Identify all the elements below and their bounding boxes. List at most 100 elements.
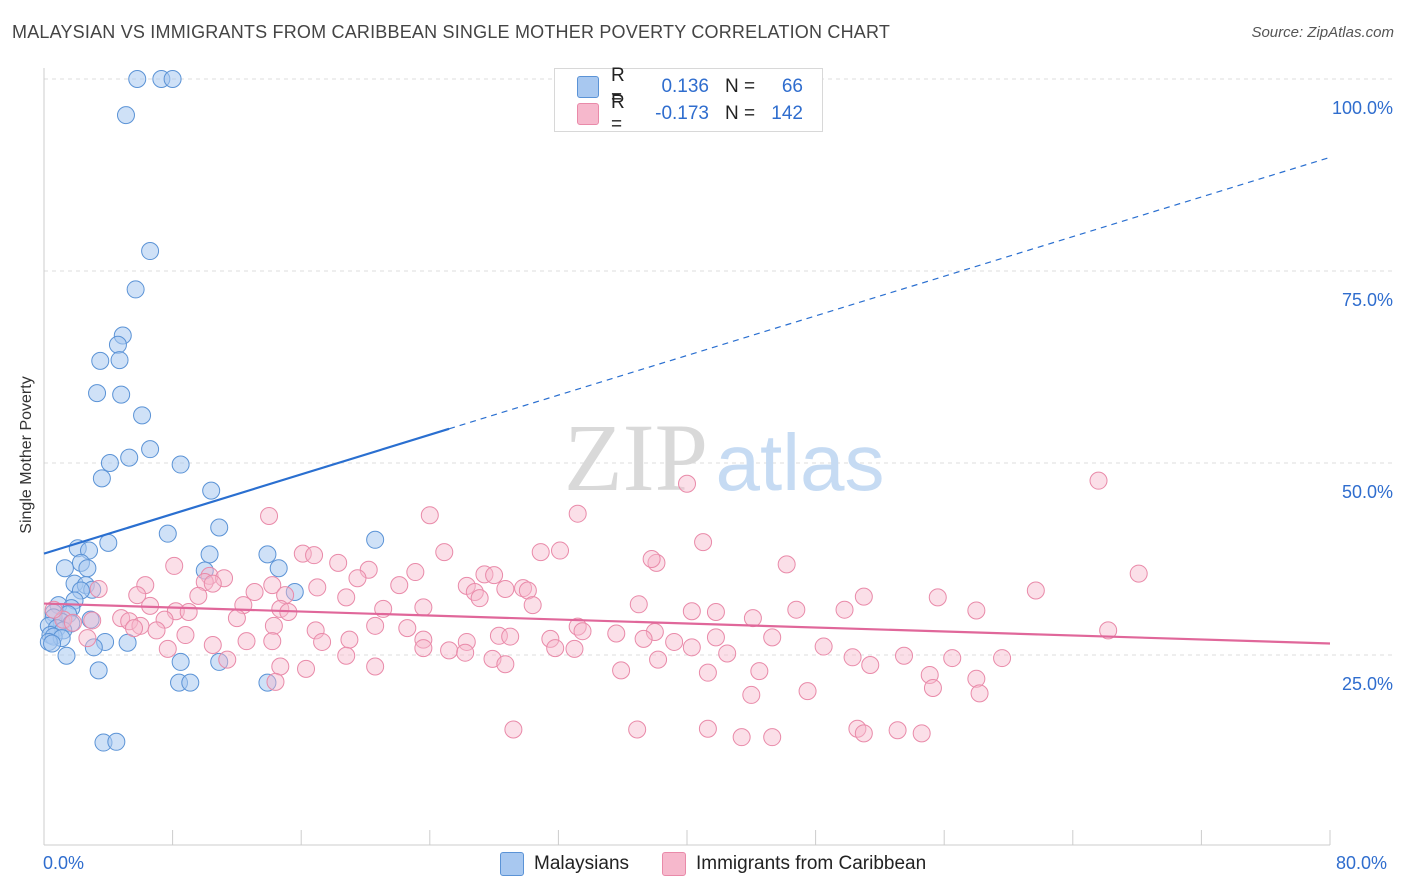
- caribbean-point: [732, 728, 751, 747]
- caribbean-point: [263, 576, 282, 595]
- caribbean-point: [967, 669, 986, 688]
- caribbean-point: [83, 611, 102, 630]
- caribbean-point: [682, 638, 701, 657]
- caribbean-point: [649, 650, 668, 669]
- caribbean-point: [895, 646, 914, 665]
- caribbean-point: [970, 684, 989, 703]
- caribbean-point: [158, 639, 177, 658]
- caribbean-point: [266, 672, 285, 691]
- caribbean-point: [531, 543, 550, 562]
- caribbean-point: [1089, 471, 1108, 490]
- caribbean-point: [264, 616, 283, 635]
- malaysians-point: [141, 440, 160, 459]
- caribbean-point: [125, 619, 144, 638]
- caribbean-point: [78, 629, 97, 648]
- caribbean-point: [54, 610, 73, 629]
- caribbean-point: [218, 650, 237, 669]
- malaysians-point: [99, 533, 118, 552]
- caribbean-point: [629, 595, 648, 614]
- caribbean-point: [237, 632, 256, 651]
- caribbean-point: [435, 543, 454, 562]
- gridlines: [44, 78, 1392, 656]
- caribbean-point: [44, 600, 63, 619]
- caribbean-point: [923, 679, 942, 698]
- caribbean-point: [89, 579, 108, 598]
- caribbean-point: [260, 506, 279, 525]
- bottom-legend-swatch-blue: [500, 852, 524, 876]
- trend-lines: [43, 156, 1331, 645]
- caribbean-point: [306, 621, 325, 640]
- caribbean-point: [293, 544, 312, 563]
- malaysians-point: [108, 335, 127, 354]
- caribbean-point: [843, 648, 862, 667]
- caribbean-point: [835, 600, 854, 619]
- bottom-legend-swatch-pink: [662, 852, 686, 876]
- correlation-legend: R = 0.136 N = 66 R = -0.173 N = 142: [554, 65, 823, 135]
- caribbean-point: [465, 583, 484, 602]
- caribbean-point: [993, 649, 1012, 668]
- malaysians-point: [126, 280, 145, 299]
- malaysians-point: [163, 70, 182, 88]
- caribbean-point: [297, 659, 316, 678]
- caribbean-point: [271, 657, 290, 676]
- caribbean-point: [340, 630, 359, 649]
- legend-row-caribbean: R = -0.173 N = 142: [577, 92, 803, 135]
- caribbean-point: [565, 639, 584, 658]
- legend-swatch-blue: [577, 76, 599, 98]
- caribbean-point: [888, 721, 907, 740]
- caribbean-point: [814, 637, 833, 656]
- legend-row-malaysians: R = 0.136 N = 66: [577, 65, 803, 108]
- caribbean-point: [967, 601, 986, 620]
- malaysians-point: [107, 732, 126, 751]
- legend-r-label: R =: [611, 92, 625, 135]
- malaysians-point: [112, 385, 131, 404]
- caribbean-point: [366, 657, 385, 676]
- legend-r-value: -0.173: [655, 103, 709, 124]
- bottom-legend-malaysians: Malaysians: [500, 852, 629, 876]
- caribbean-point: [861, 655, 880, 674]
- caribbean-point: [541, 629, 560, 648]
- malaysians-point: [200, 545, 219, 564]
- caribbean-point: [348, 569, 367, 588]
- caribbean-point: [523, 596, 542, 615]
- caribbean-point: [63, 613, 82, 632]
- caribbean-point: [189, 586, 208, 605]
- caribbean-point: [128, 586, 147, 605]
- caribbean-point: [777, 555, 796, 574]
- caribbean-point: [682, 602, 701, 621]
- malaysians-point: [141, 242, 160, 261]
- caribbean-point: [787, 600, 806, 619]
- legend-r-label: R =: [611, 65, 625, 108]
- caribbean-point: [706, 602, 725, 621]
- caribbean-point: [518, 581, 537, 600]
- malaysians-point: [181, 673, 200, 692]
- caribbean-point: [179, 602, 198, 621]
- malaysians-point: [84, 638, 103, 657]
- malaysians-point: [55, 559, 74, 578]
- caribbean-point: [470, 589, 489, 608]
- caribbean-point: [928, 588, 947, 607]
- caribbean-point: [176, 626, 195, 645]
- caribbean-point: [848, 719, 867, 738]
- caribbean-point: [313, 632, 332, 651]
- malaysians-point: [91, 351, 110, 370]
- legend-n-value: 142: [771, 103, 803, 124]
- source-label: Source: ZipAtlas.com: [1251, 24, 1394, 41]
- caribbean-point: [456, 643, 475, 662]
- caribbean-point: [551, 541, 570, 560]
- caribbean-point: [501, 627, 520, 646]
- caribbean-point: [227, 609, 246, 628]
- caribbean-point: [612, 661, 631, 680]
- caribbean-point: [414, 598, 433, 617]
- caribbean-point: [329, 553, 348, 572]
- caribbean-point: [607, 624, 626, 643]
- legend-n-value: 66: [781, 76, 803, 97]
- malaysians-point: [120, 448, 139, 467]
- watermark: ZIP atlas: [564, 404, 884, 511]
- malaysians-trend-solid: [43, 427, 450, 555]
- malaysians-point: [88, 384, 107, 403]
- malaysians-point: [366, 530, 385, 549]
- caribbean-point: [263, 632, 282, 651]
- legend-r-value: 0.136: [661, 76, 709, 97]
